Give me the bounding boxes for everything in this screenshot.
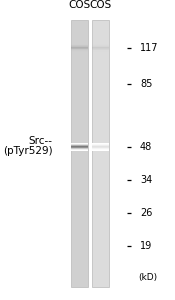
Text: 85: 85 (140, 79, 152, 89)
Bar (92, 46, 109, 47)
Bar (71, 150, 88, 151)
Bar (71, 147, 88, 148)
Bar (92, 148, 109, 149)
Bar (71, 146, 88, 147)
Bar (71, 46, 88, 47)
Bar (92, 51, 109, 52)
Bar (92, 147, 109, 148)
Bar (71, 20, 88, 286)
Bar (71, 144, 88, 145)
Bar (71, 49, 88, 50)
Bar (92, 144, 109, 145)
Bar (71, 145, 88, 146)
Bar (92, 47, 109, 48)
Bar (71, 48, 88, 49)
Text: (pTyr529): (pTyr529) (3, 146, 52, 156)
Bar (92, 143, 109, 144)
Bar (71, 47, 88, 48)
Bar (92, 50, 109, 51)
Text: 117: 117 (140, 43, 159, 53)
Bar (71, 45, 88, 46)
Bar (92, 146, 109, 147)
Bar (71, 44, 88, 45)
Bar (92, 45, 109, 46)
Bar (92, 44, 109, 45)
Bar (92, 150, 109, 151)
Text: COS: COS (89, 1, 112, 10)
Text: (kD): (kD) (138, 273, 157, 282)
Text: 19: 19 (140, 241, 152, 251)
Bar (71, 51, 88, 52)
Bar (92, 145, 109, 146)
Text: COS: COS (68, 1, 91, 10)
Bar (71, 148, 88, 149)
Text: Src--: Src-- (29, 136, 52, 146)
Bar (71, 143, 88, 144)
Bar (92, 49, 109, 50)
Text: 34: 34 (140, 175, 152, 185)
Bar (92, 149, 109, 150)
Bar (92, 48, 109, 49)
Bar (71, 149, 88, 150)
Bar (92, 20, 109, 286)
Text: 26: 26 (140, 208, 152, 218)
Text: 48: 48 (140, 142, 152, 152)
Bar (71, 50, 88, 51)
